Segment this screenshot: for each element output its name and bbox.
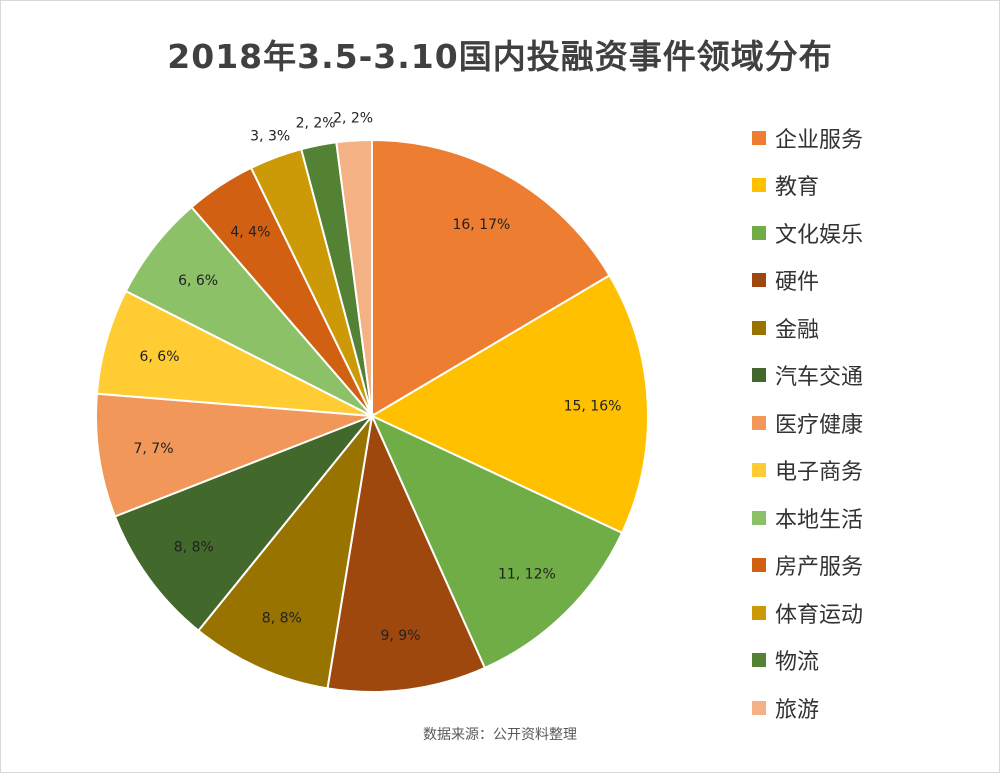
legend-item-12: 物流 (752, 637, 992, 685)
legend-swatch (752, 510, 766, 525)
pie-slice-6 (113, 413, 376, 632)
legend-swatch (752, 605, 766, 620)
legend-label: 文化娱乐 (775, 222, 864, 248)
chart-title: 2018年3.5-3.10国内投融资事件领域分布 (167, 37, 833, 76)
pie-slice-3 (369, 413, 624, 670)
pie-slice-1 (371, 138, 611, 418)
data-label-4: 9, 9% (380, 628, 420, 644)
source-note: 数据来源：公开资料整理 (423, 727, 577, 743)
legend-item-4: 硬件 (752, 257, 992, 305)
legend-item-8: 电子商务 (752, 447, 992, 495)
legend-swatch (752, 320, 766, 335)
legend-item-10: 房产服务 (752, 542, 992, 590)
data-label-2: 15, 16% (564, 398, 622, 414)
legend-item-13: 旅游 (752, 684, 992, 732)
legend-label: 硬件 (775, 270, 820, 296)
legend-item-11: 体育运动 (752, 589, 992, 637)
legend-swatch (752, 368, 766, 383)
legend-item-7: 医疗健康 (752, 399, 992, 447)
data-label-12: 2, 2% (296, 116, 336, 132)
pie-slice-7 (95, 392, 373, 518)
legend-label: 体育运动 (775, 602, 864, 628)
legend-item-9: 本地生活 (752, 494, 992, 542)
pie-slice-5 (197, 412, 374, 690)
legend-swatch (752, 178, 766, 193)
data-label-6: 8, 8% (174, 539, 214, 555)
data-label-3: 11, 12% (498, 566, 556, 582)
legend-label: 电子商务 (775, 460, 864, 486)
legend-label: 房产服务 (775, 555, 864, 581)
data-label-9: 6, 6% (178, 273, 218, 289)
data-label-8: 6, 6% (139, 349, 179, 365)
data-label-1: 16, 17% (452, 217, 510, 233)
legend-label: 医疗健康 (775, 412, 864, 438)
legend-label: 本地生活 (775, 507, 864, 533)
legend-swatch (752, 463, 766, 478)
legend-swatch (752, 273, 766, 288)
legend-label: 汽车交通 (775, 365, 864, 391)
legend-swatch (752, 225, 766, 240)
legend-label: 物流 (775, 650, 820, 676)
legend-swatch (752, 653, 766, 668)
legend-swatch (752, 415, 766, 430)
legend-swatch (752, 130, 766, 145)
pie-slice-4 (326, 412, 487, 693)
legend-label: 教育 (775, 175, 820, 201)
data-label-10: 4, 4% (230, 225, 270, 241)
legend-item-3: 文化娱乐 (752, 209, 992, 257)
legend-item-6: 汽车交通 (752, 352, 992, 400)
data-label-7: 7, 7% (133, 441, 173, 457)
legend-label: 企业服务 (775, 127, 864, 153)
legend-label: 金融 (775, 317, 820, 343)
legend: 企业服务教育文化娱乐硬件金融汽车交通医疗健康电子商务本地生活房产服务体育运动物流… (752, 114, 992, 732)
pie-slice-13 (335, 138, 373, 417)
legend-item-2: 教育 (752, 162, 992, 210)
data-label-13: 2, 2% (333, 111, 373, 127)
legend-swatch (752, 558, 766, 573)
legend-item-1: 企业服务 (752, 114, 992, 162)
data-label-5: 8, 8% (262, 611, 302, 627)
data-label-11: 3, 3% (250, 128, 290, 144)
legend-label: 旅游 (775, 697, 820, 723)
pie-slice-2 (369, 274, 650, 535)
legend-item-5: 金融 (752, 304, 992, 352)
legend-swatch (752, 700, 766, 715)
